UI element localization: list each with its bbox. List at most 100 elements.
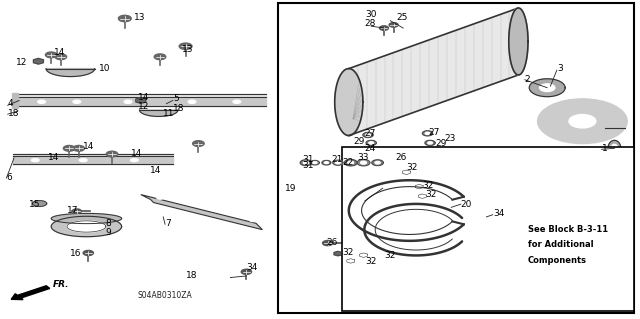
Circle shape — [154, 54, 166, 60]
Text: 32: 32 — [426, 190, 437, 199]
Circle shape — [55, 54, 67, 60]
Text: 12: 12 — [16, 58, 28, 67]
Text: 33: 33 — [357, 153, 369, 162]
Text: 19: 19 — [285, 184, 296, 193]
Polygon shape — [141, 195, 262, 230]
Text: 6: 6 — [6, 173, 12, 182]
Text: 21: 21 — [332, 155, 343, 164]
Text: 14: 14 — [138, 93, 149, 102]
Text: 26: 26 — [326, 238, 338, 247]
Text: 25: 25 — [397, 13, 408, 22]
Circle shape — [348, 161, 354, 164]
Text: 22: 22 — [342, 158, 354, 167]
Circle shape — [391, 156, 401, 161]
Polygon shape — [415, 184, 423, 189]
Polygon shape — [18, 94, 266, 97]
Circle shape — [375, 161, 380, 164]
Circle shape — [118, 15, 131, 22]
Circle shape — [380, 26, 388, 30]
Text: 5: 5 — [173, 94, 179, 103]
Ellipse shape — [157, 196, 163, 199]
Text: 14: 14 — [54, 48, 66, 57]
Circle shape — [333, 160, 343, 165]
Text: 14: 14 — [83, 142, 95, 151]
Circle shape — [335, 161, 340, 164]
Circle shape — [366, 140, 376, 145]
Text: 34: 34 — [246, 263, 258, 272]
Circle shape — [63, 145, 75, 151]
Circle shape — [389, 23, 398, 27]
Polygon shape — [403, 170, 410, 174]
Circle shape — [569, 115, 596, 128]
Text: 18: 18 — [8, 109, 19, 118]
Text: 1: 1 — [602, 144, 607, 153]
Text: 28: 28 — [365, 19, 376, 28]
Text: 14: 14 — [150, 166, 162, 175]
Text: 11: 11 — [163, 109, 175, 118]
Ellipse shape — [611, 145, 618, 152]
Text: 27: 27 — [365, 130, 376, 138]
Polygon shape — [509, 8, 528, 75]
Circle shape — [363, 132, 373, 137]
Ellipse shape — [79, 159, 87, 161]
Text: Components: Components — [528, 256, 587, 265]
Bar — [342, 147, 634, 311]
Text: 10: 10 — [99, 64, 111, 73]
Text: 32: 32 — [365, 257, 376, 266]
Circle shape — [422, 131, 433, 136]
Circle shape — [372, 160, 383, 166]
Text: S04AB0310ZA: S04AB0310ZA — [138, 291, 193, 300]
Circle shape — [313, 162, 317, 164]
Circle shape — [529, 79, 565, 97]
Polygon shape — [33, 58, 44, 64]
Ellipse shape — [188, 100, 196, 103]
Text: 23: 23 — [445, 134, 456, 143]
Polygon shape — [140, 110, 178, 116]
Polygon shape — [51, 216, 122, 237]
Ellipse shape — [73, 100, 81, 103]
Ellipse shape — [250, 219, 256, 221]
Text: 31: 31 — [302, 161, 314, 170]
Polygon shape — [13, 154, 173, 156]
Text: 34: 34 — [493, 209, 504, 218]
Ellipse shape — [38, 100, 45, 103]
Text: 24: 24 — [365, 144, 376, 153]
Circle shape — [322, 160, 331, 165]
Circle shape — [428, 142, 433, 144]
Ellipse shape — [31, 159, 39, 161]
Polygon shape — [136, 98, 146, 103]
Circle shape — [73, 145, 84, 151]
Circle shape — [540, 84, 555, 92]
Text: 32: 32 — [342, 248, 354, 256]
Text: 18: 18 — [186, 271, 197, 280]
Text: 12: 12 — [138, 102, 149, 111]
Circle shape — [310, 160, 319, 165]
Ellipse shape — [608, 140, 621, 156]
Text: 8: 8 — [106, 219, 111, 228]
Text: 18: 18 — [173, 104, 184, 113]
Circle shape — [357, 160, 370, 166]
Circle shape — [83, 250, 93, 256]
Circle shape — [484, 214, 495, 219]
Circle shape — [323, 241, 333, 246]
Text: 29: 29 — [435, 139, 447, 148]
Text: for Additional: for Additional — [528, 241, 594, 249]
Text: 15: 15 — [29, 200, 40, 209]
Text: 17: 17 — [67, 206, 79, 215]
Text: 30: 30 — [365, 10, 376, 19]
Bar — [278, 3, 634, 313]
Circle shape — [300, 160, 312, 166]
Text: 31: 31 — [302, 155, 314, 164]
Circle shape — [179, 43, 192, 49]
Polygon shape — [349, 8, 518, 136]
Polygon shape — [335, 69, 363, 136]
Ellipse shape — [233, 100, 241, 103]
Circle shape — [241, 269, 252, 274]
Text: 13: 13 — [182, 45, 194, 54]
Polygon shape — [347, 259, 355, 263]
Polygon shape — [13, 156, 173, 164]
Circle shape — [361, 161, 366, 164]
Text: FR.: FR. — [52, 280, 69, 289]
Text: 14: 14 — [48, 153, 60, 162]
Circle shape — [344, 160, 357, 166]
